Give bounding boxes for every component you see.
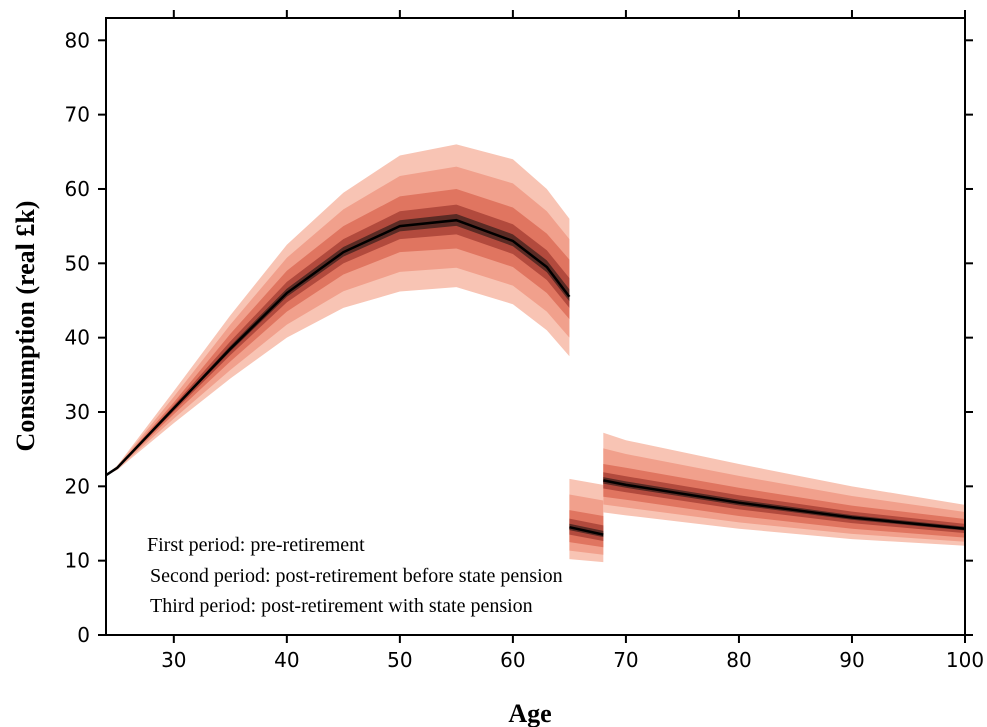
x-tick-label-30: 30 (161, 648, 186, 672)
y-tick-label-0: 0 (77, 623, 90, 647)
axis-ticks: 30 40 50 60 70 80 90 100 0 10 20 30 40 50 60 70 80 (65, 10, 984, 672)
series-2-median-line (569, 525, 604, 536)
y-tick-label-10: 10 (65, 549, 90, 573)
median-lines (105, 218, 966, 536)
series-1-median-line (105, 218, 571, 477)
y-tick-label-30: 30 (65, 400, 90, 424)
annotation-second-period: Second period: post-retirement before st… (150, 565, 563, 587)
y-tick-label-80: 80 (65, 28, 90, 52)
annotation-third-period: Third period: post-retirement with state… (150, 595, 533, 617)
x-tick-label-60: 60 (500, 648, 525, 672)
series-3-median-line (603, 479, 966, 530)
y-tick-label-70: 70 (65, 103, 90, 127)
annotations: First period: pre-retirement Second peri… (147, 534, 563, 617)
y-tick-label-60: 60 (65, 177, 90, 201)
annotation-first-period: First period: pre-retirement (147, 534, 365, 556)
y-tick-label-20: 20 (65, 474, 90, 498)
x-tick-label-70: 70 (613, 648, 638, 672)
y-tick-label-50: 50 (65, 251, 90, 275)
y-tick-label-40: 40 (65, 326, 90, 350)
y-axis-title: Consumption (real £k) (11, 201, 40, 452)
x-tick-label-50: 50 (387, 648, 412, 672)
series-1-band-37-63 (106, 204, 570, 476)
x-tick-label-40: 40 (274, 648, 299, 672)
x-axis-title: Age (508, 699, 551, 727)
x-tick-label-90: 90 (839, 648, 864, 672)
x-tick-label-80: 80 (726, 648, 751, 672)
x-tick-label-100: 100 (946, 648, 984, 672)
plot-frame (105, 17, 966, 636)
fan-bands (106, 144, 965, 563)
